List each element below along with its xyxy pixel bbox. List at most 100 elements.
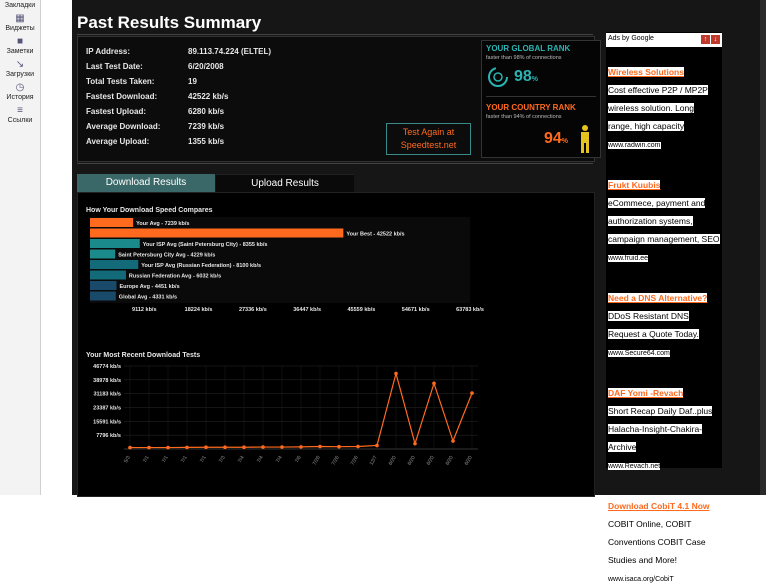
line-point [375, 443, 379, 448]
average-upload-label: Average Upload: [86, 137, 150, 146]
average-upload-value: 1355 kb/s [188, 137, 225, 146]
line-y-tick-label: 23387 kb/s [93, 406, 121, 412]
ad-body: COBIT Online, COBIT Conventions COBIT Ca… [608, 519, 706, 565]
page-scrollbar[interactable] [760, 0, 766, 495]
ad-title[interactable]: Frukt Kuubis [608, 180, 661, 190]
total-tests-value: 19 [188, 77, 197, 86]
sidebar-item-label: Закладки [4, 2, 36, 9]
ad-url[interactable]: www.fruid.ee [608, 255, 649, 262]
line-x-tick-label: 5/3 [123, 455, 132, 464]
line-point [413, 441, 417, 446]
summary-divider [77, 163, 593, 164]
ad-url[interactable]: www.isaca.org/CobiT [608, 576, 674, 583]
bar-label: Your ISP Avg (Saint Petersburg City) - 8… [143, 242, 268, 248]
country-rank-value: 94% [544, 130, 568, 148]
sidebar-item-label: Ссылки [7, 117, 33, 124]
bar-mark [90, 281, 117, 290]
bar-x-tick-label: 54671 kb/s [402, 307, 430, 313]
global-rank-value: 98% [514, 68, 538, 86]
bar-x-tick-label: 9112 kb/s [132, 307, 156, 313]
line-x-tick-label: 12/7 [369, 455, 379, 467]
bar-mark [90, 228, 344, 238]
ad-prev-icon[interactable]: ↑ [701, 35, 710, 44]
bar-mark [90, 291, 116, 301]
line-point [318, 444, 322, 449]
sidebar-item-downloads[interactable]: ↘ Загрузки [0, 59, 40, 78]
ad-title[interactable]: DAF Yomi -Revach [608, 388, 684, 398]
global-rank-unit: % [531, 76, 539, 83]
person-icon [581, 125, 589, 153]
ad-title[interactable]: Wireless Solutions [608, 67, 684, 77]
browser-sidebar: Закладки ▦ Виджеты ■ Заметки ↘ Загрузки … [0, 0, 41, 495]
downloads-icon: ↘ [15, 59, 25, 70]
average-download-value: 7239 kb/s [188, 122, 225, 131]
average-download-label: Average Download: [86, 122, 161, 131]
test-again-button[interactable]: Test Again at Speedtest.net [386, 123, 471, 155]
ip-address-label: IP Address: [86, 47, 131, 56]
ads-by-google-header[interactable]: Ads by Google ↑ ↓ [606, 33, 722, 47]
line-x-tick-label: 7/26 [331, 455, 341, 467]
line-x-tick-label: 6/20 [426, 455, 436, 467]
bar-x-tick-label: 18224 kb/s [185, 307, 213, 313]
bar-label: Europe Avg - 4451 kb/s [120, 284, 180, 290]
ad-title[interactable]: Download CobiT 4.1 Now [608, 501, 710, 511]
line-point [128, 445, 132, 450]
sidebar-item-links[interactable]: ≡ Ссылки [0, 105, 40, 124]
ad-url[interactable]: www.Secure64.com [608, 350, 670, 357]
line-x-tick-label: 6/20 [388, 455, 398, 467]
line-x-tick-label: 7/4 [256, 455, 265, 464]
links-icon: ≡ [17, 105, 23, 116]
fastest-download-label: Fastest Download: [86, 92, 158, 101]
bar-label: Russian Federation Avg - 6032 kb/s [129, 274, 221, 280]
results-summary-box: IP Address: 89.113.74.224 (ELTEL) Last T… [77, 36, 601, 162]
ad-next-icon[interactable]: ↓ [711, 35, 720, 44]
bar-label: Your ISP Avg (Russian Federation) - 8100… [141, 263, 261, 269]
ads-by-google-label: Ads by Google [608, 35, 654, 42]
sidebar-item-notes[interactable]: ■ Заметки [0, 36, 40, 55]
country-rank-subtitle: faster than 94% of connections [486, 114, 562, 120]
line-x-tick-label: 7/1 [161, 455, 170, 464]
line-x-tick-label: 7/4 [237, 455, 246, 464]
global-rank-title: YOUR GLOBAL RANK [486, 44, 571, 53]
line-y-tick-label: 15591 kb/s [93, 419, 121, 425]
tab-download-results[interactable]: Download Results [77, 174, 215, 192]
bar-mark [90, 239, 140, 248]
page-margin [41, 0, 71, 495]
bar-mark [90, 218, 134, 227]
line-x-tick-label: 7/26 [312, 455, 322, 467]
sidebar-item-bookmarks[interactable]: Закладки [0, 2, 40, 9]
speedtest-results-page: Past Results Summary IP Address: 89.113.… [72, 0, 766, 583]
bar-mark [90, 249, 116, 259]
line-x-tick-label: 6/20 [407, 455, 417, 467]
compare-bar-chart: Your Avg - 7239 kb/s Your Best - 42522 kb… [90, 217, 484, 313]
sidebar-item-label: Загрузки [5, 71, 35, 78]
ad-body: Short Recap Daily Daf..plus Halacha-Insi… [608, 406, 713, 452]
bar-label: Saint Petersburg City Avg - 4229 kb/s [118, 253, 215, 259]
ad-item: Frukt Kuubis eCommece, payment and autho… [606, 175, 722, 265]
line-x-tick-label: 7/3 [218, 455, 227, 464]
results-tabs: Download Results Upload Results [77, 174, 355, 193]
line-y-tick-label: 38978 kb/s [93, 378, 121, 384]
sidebar-item-history[interactable]: ◷ История [0, 82, 40, 101]
line-point [147, 445, 151, 450]
line-y-tick-label: 7796 kb/s [96, 433, 121, 439]
line-point [280, 445, 284, 449]
line-point [470, 391, 474, 395]
tab-upload-results[interactable]: Upload Results [216, 174, 354, 193]
ad-url[interactable]: www.radwin.com [608, 142, 661, 149]
country-rank-title: YOUR COUNTRY RANK [486, 103, 576, 112]
ip-address-value: 89.113.74.224 (ELTEL) [188, 47, 272, 56]
line-point [451, 439, 455, 443]
line-point [299, 445, 303, 449]
ad-title[interactable]: Need a DNS Alternative? [608, 293, 708, 303]
ad-item: Wireless Solutions Cost effective P2P / … [606, 62, 722, 152]
bar-x-tick-label: 36447 kb/s [293, 307, 321, 313]
ad-item: Need a DNS Alternative? DDoS Resistant D… [606, 288, 722, 360]
sidebar-item-widgets[interactable]: ▦ Виджеты [0, 13, 40, 32]
ad-url[interactable]: www.Revach.net [608, 463, 661, 470]
bar-label: Your Avg - 7239 kb/s [136, 221, 189, 227]
line-point [394, 371, 398, 376]
line-x-tick-label: 7/1 [180, 455, 189, 464]
fastest-upload-label: Fastest Upload: [86, 107, 147, 116]
global-rank-number: 98 [514, 68, 532, 85]
